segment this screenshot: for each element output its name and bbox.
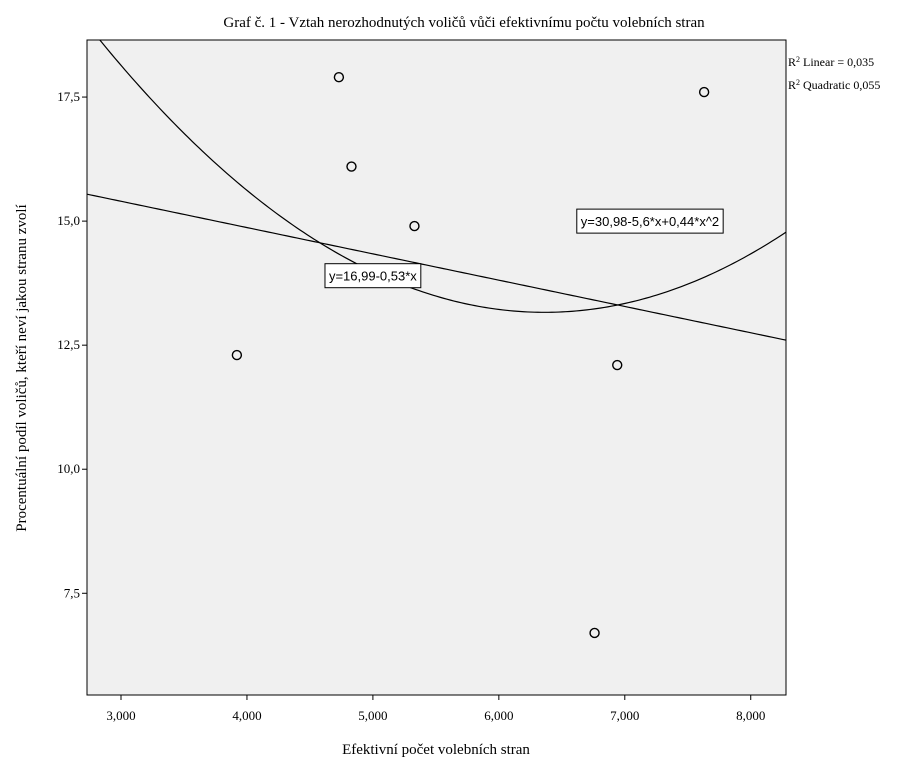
y-axis: 7,5 10,0 12,5 15,0 17,5 [57, 89, 87, 600]
scatter-point [698, 86, 710, 98]
scatter-point [409, 220, 420, 232]
x-tick-label: 3,000 [106, 708, 135, 723]
r2-legend: R2 Linear = 0,035 R2 Quadratic 0,055 [788, 55, 880, 93]
x-tick-label: 7,000 [610, 708, 639, 723]
x-axis-title: Efektivní počet volebních stran [342, 742, 530, 758]
quadratic-equation-box: y=30,98-5,6*x+0,44*x^2 [576, 208, 724, 234]
r2-linear: R2 Linear = 0,035 [788, 55, 874, 70]
y-axis-title: Procentuální podíl voličů, kteří neví ja… [14, 204, 30, 531]
fit-lines [87, 40, 786, 341]
data-points [231, 72, 710, 639]
x-tick-label: 5,000 [358, 708, 387, 723]
linear-equation-label: y=16,99-0,53*x [329, 269, 417, 284]
x-tick-label: 8,000 [736, 708, 765, 723]
y-tick-label: 7,5 [64, 585, 80, 600]
fit-equation-labels: y=16,99-0,53*x y=30,98-5,6*x+0,44*x^2 [324, 208, 724, 289]
x-axis: 3,000 4,000 5,000 6,000 7,000 8,000 [106, 695, 765, 723]
scatter-point [231, 349, 243, 361]
x-tick-label: 6,000 [484, 708, 513, 723]
quadratic-fit-line [99, 40, 786, 313]
scatter-point [346, 161, 357, 172]
y-tick-label: 15,0 [57, 213, 80, 228]
scatter-point [333, 72, 345, 83]
chart-title: Graf č. 1 - Vztah nerozhodnutých voličů … [223, 15, 705, 31]
scatter-point [589, 627, 600, 639]
linear-fit-line [87, 193, 786, 341]
plot-area [86, 39, 787, 696]
y-tick-label: 10,0 [57, 461, 80, 476]
quadratic-equation-label: y=30,98-5,6*x+0,44*x^2 [581, 214, 719, 229]
r2-quadratic: R2 Quadratic 0,055 [788, 78, 880, 93]
y-tick-label: 17,5 [57, 89, 80, 104]
x-tick-label: 4,000 [232, 708, 261, 723]
y-tick-label: 12,5 [57, 337, 80, 352]
linear-equation-box: y=16,99-0,53*x [324, 263, 422, 289]
scatter-point [612, 359, 623, 371]
